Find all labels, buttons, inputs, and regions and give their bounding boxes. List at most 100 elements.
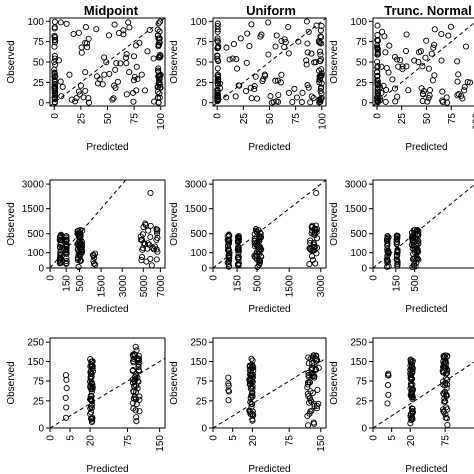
reference-line bbox=[49, 179, 127, 269]
data-point bbox=[420, 91, 427, 98]
data-point bbox=[431, 41, 438, 48]
data-point bbox=[214, 80, 221, 87]
x-tick-label: 150 bbox=[155, 435, 166, 452]
data-point bbox=[265, 19, 272, 26]
data-point bbox=[153, 236, 160, 243]
x-axis-label: Predicted bbox=[248, 142, 290, 153]
data-point bbox=[317, 56, 325, 63]
data-point bbox=[57, 78, 64, 85]
data-point bbox=[272, 77, 279, 84]
data-point bbox=[249, 417, 256, 424]
plot-frame bbox=[212, 337, 327, 429]
data-point bbox=[419, 98, 426, 105]
data-point bbox=[129, 367, 136, 374]
data-point bbox=[57, 241, 64, 248]
data-point bbox=[278, 71, 285, 78]
data-point bbox=[66, 71, 73, 78]
data-point bbox=[138, 253, 146, 261]
data-point bbox=[150, 246, 157, 253]
data-point bbox=[88, 363, 96, 370]
data-point bbox=[51, 18, 58, 25]
data-point bbox=[384, 248, 391, 255]
data-point bbox=[57, 258, 64, 265]
x-axis-label: Predicted bbox=[405, 304, 447, 315]
data-point bbox=[77, 82, 84, 89]
panel-r3-c3: 0 25 75 150 250 0 5 20 75 Predicted Observed bbox=[329, 337, 474, 474]
data-point bbox=[374, 58, 381, 65]
reference-line bbox=[372, 361, 474, 429]
y-tick-label: 100 bbox=[27, 17, 44, 28]
data-point bbox=[313, 189, 320, 197]
data-point bbox=[304, 49, 311, 56]
data-point bbox=[385, 391, 392, 398]
y-axis-label: Observed bbox=[6, 361, 17, 404]
y-tick-label: 25 bbox=[33, 396, 45, 407]
x-tick-label: 0 bbox=[46, 275, 57, 281]
data-point bbox=[374, 63, 381, 70]
data-point bbox=[442, 398, 449, 405]
y-axis-label: Observed bbox=[169, 361, 180, 404]
y-axis-label: Observed bbox=[329, 361, 340, 404]
data-point bbox=[51, 43, 58, 50]
data-point bbox=[310, 94, 317, 102]
data-point bbox=[313, 22, 320, 29]
data-point bbox=[247, 395, 254, 402]
data-point bbox=[147, 233, 154, 241]
data-point bbox=[156, 28, 163, 35]
data-point bbox=[145, 227, 152, 234]
data-point bbox=[459, 95, 466, 102]
data-point bbox=[378, 89, 385, 97]
data-point bbox=[134, 76, 141, 83]
data-point bbox=[384, 257, 391, 264]
data-point bbox=[409, 365, 416, 372]
data-point bbox=[224, 236, 231, 243]
x-tick-label: 25 bbox=[239, 113, 250, 125]
data-point bbox=[117, 60, 124, 67]
data-point bbox=[63, 244, 70, 251]
data-point bbox=[466, 79, 474, 86]
data-point bbox=[70, 30, 77, 38]
data-point bbox=[443, 94, 450, 101]
data-point bbox=[318, 70, 325, 77]
data-point bbox=[382, 98, 389, 105]
x-tick-label: 5 bbox=[228, 435, 239, 441]
data-point bbox=[82, 39, 89, 46]
data-point bbox=[133, 347, 140, 354]
data-point bbox=[311, 247, 318, 254]
data-point bbox=[142, 221, 149, 229]
x-tick-label: 150 bbox=[233, 275, 244, 292]
data-point bbox=[409, 263, 416, 271]
plot-frame bbox=[212, 179, 327, 269]
data-point bbox=[123, 60, 130, 67]
data-point bbox=[63, 260, 70, 267]
data-point bbox=[63, 246, 70, 253]
y-tick-label: 0 bbox=[201, 424, 207, 435]
data-point bbox=[311, 373, 318, 380]
y-tick-label: 500 bbox=[350, 229, 367, 240]
data-point bbox=[408, 392, 415, 399]
data-point bbox=[312, 365, 319, 372]
y-tick-label: 3000 bbox=[345, 180, 368, 191]
plot-frame bbox=[372, 337, 474, 429]
y-axis-label: Observed bbox=[169, 40, 180, 83]
data-point bbox=[225, 387, 232, 394]
data-point bbox=[431, 26, 438, 33]
data-point bbox=[249, 411, 256, 418]
x-tick-label: 5 bbox=[66, 435, 77, 441]
data-point bbox=[225, 397, 232, 404]
data-point bbox=[256, 250, 263, 257]
data-point bbox=[311, 420, 318, 427]
data-point bbox=[89, 381, 96, 388]
x-axis-label: Predicted bbox=[248, 304, 290, 315]
data-point bbox=[383, 263, 391, 270]
x-tick-label: 500 bbox=[75, 275, 86, 292]
data-point bbox=[285, 89, 292, 96]
y-axis-label: Observed bbox=[329, 202, 340, 245]
x-tick-label: 0 bbox=[369, 275, 380, 281]
data-point bbox=[133, 401, 140, 408]
data-point bbox=[415, 238, 422, 245]
data-point bbox=[235, 247, 242, 254]
data-point bbox=[255, 236, 262, 243]
data-point bbox=[130, 359, 137, 366]
